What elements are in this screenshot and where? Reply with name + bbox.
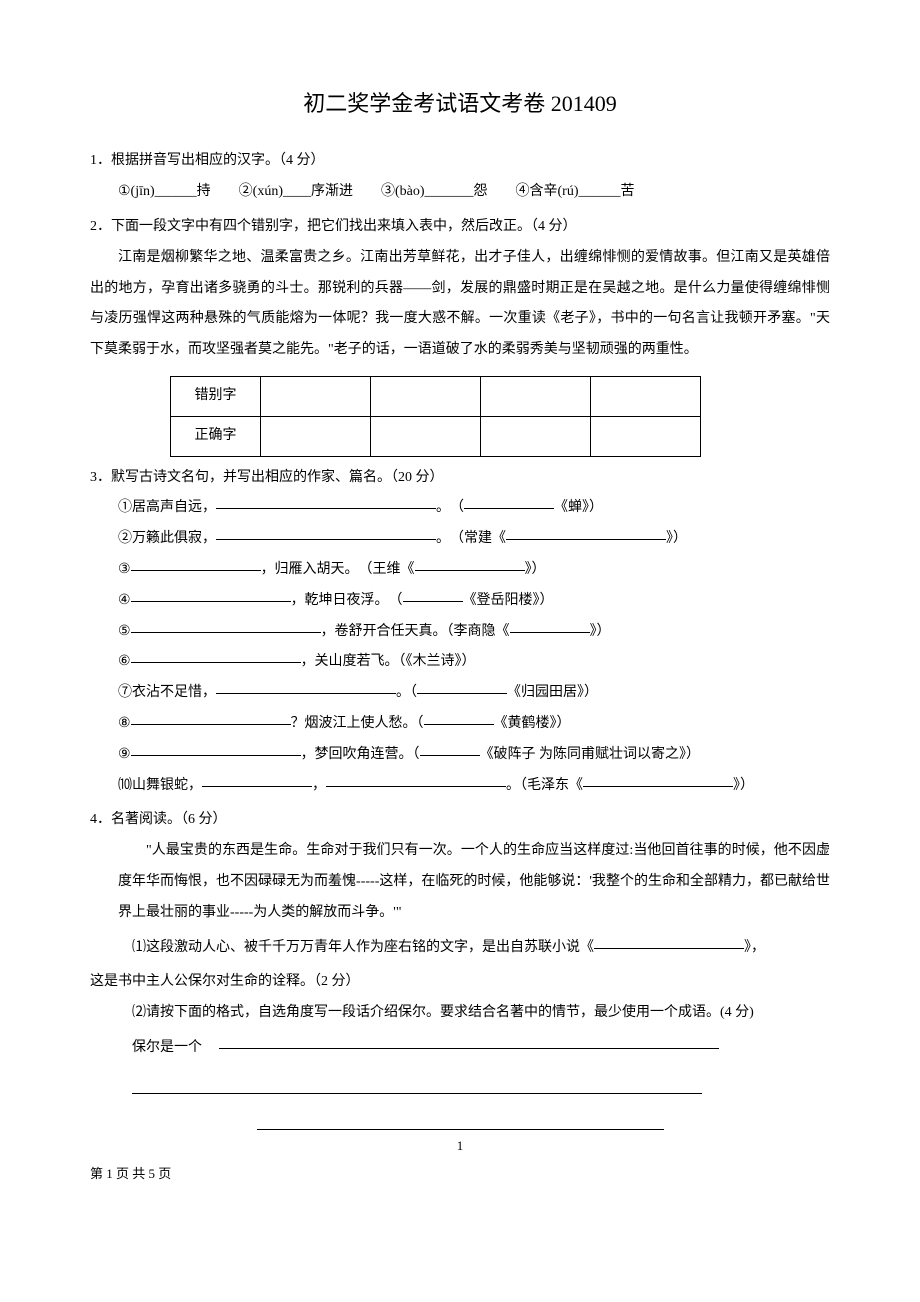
text: 《蝉》） bbox=[554, 500, 603, 515]
blank bbox=[594, 933, 744, 948]
text: 《破阵子 为陈同甫赋壮词以寄之》） bbox=[480, 747, 701, 762]
q3-item-10: ⑽山舞银蛇， ， 。（毛泽东《 》） bbox=[90, 771, 830, 802]
text: 》） bbox=[525, 562, 546, 577]
text: 。（ bbox=[396, 685, 417, 700]
q3-item-1: ①居高声自远， 。 （ 《蝉》） bbox=[90, 493, 830, 524]
text: 。 （常建《 bbox=[436, 531, 506, 546]
text: 》） bbox=[590, 624, 611, 639]
text: ⑧ bbox=[118, 716, 131, 731]
q3-item-3: ③ ，归雁入胡天。 （王维《 》） bbox=[90, 555, 830, 586]
text: ③ bbox=[118, 562, 131, 577]
blank bbox=[202, 771, 312, 786]
text: 。（毛泽东《 bbox=[506, 778, 583, 793]
q3-item-4: ④ ，乾坤日夜浮。 （ 《登岳阳楼》） bbox=[90, 586, 830, 617]
table-cell bbox=[591, 416, 701, 456]
text: 保尔是一个 bbox=[132, 1040, 202, 1055]
q2-paragraph: 江南是烟柳繁华之地、温柔富贵之乡。江南出芳草鲜花，出才子佳人，出缠绵悱恻的爱情故… bbox=[90, 243, 830, 370]
blank bbox=[403, 586, 463, 601]
text: ⑥ bbox=[118, 654, 131, 669]
text: 《归园田居》） bbox=[507, 685, 598, 700]
blank bbox=[424, 710, 494, 725]
table-cell bbox=[371, 376, 481, 416]
q3-item-6: ⑥ ，关山度若飞。（《木兰诗》） bbox=[90, 647, 830, 678]
row-label-wrong: 错别字 bbox=[171, 376, 261, 416]
blank bbox=[216, 525, 436, 540]
text: ，乾坤日夜浮。 （ bbox=[291, 593, 403, 608]
text: ，关山度若飞。（《木兰诗》） bbox=[301, 654, 476, 669]
question-3: 3．默写古诗文名句，并写出相应的作家、篇名。（20 分） ①居高声自远， 。 （ 《… bbox=[90, 463, 830, 802]
q3-item-2: ②万籁此俱寂， 。 （常建《 》） bbox=[90, 524, 830, 555]
blank bbox=[464, 494, 554, 509]
text: 这是书中主人公保尔对生命的诠释。（2 分） bbox=[90, 967, 830, 998]
errata-table: 错别字 正确字 bbox=[170, 376, 701, 457]
text: ⑤ bbox=[118, 624, 131, 639]
q3-item-9: ⑨ ，梦回吹角连营。（ 《破阵子 为陈同甫赋壮词以寄之》） bbox=[90, 740, 830, 771]
row-label-correct: 正确字 bbox=[171, 416, 261, 456]
q4-sub2-prompt: 保尔是一个 bbox=[90, 1033, 830, 1064]
table-cell bbox=[261, 376, 371, 416]
text: ⑽山舞银蛇， bbox=[118, 778, 202, 793]
q4-stem: 4．名著阅读。（6 分） bbox=[90, 805, 830, 836]
q4-blank-line bbox=[90, 1078, 830, 1109]
table-cell bbox=[481, 416, 591, 456]
text: ⑴这段激动人心、被千千万万青年人作为座右铭的文字，是出自苏联小说《 bbox=[132, 940, 594, 955]
table-cell bbox=[481, 376, 591, 416]
text: ⑦衣沾不足惜， bbox=[118, 685, 216, 700]
text: 》， bbox=[744, 940, 765, 955]
q3-item-5: ⑤ ，卷舒开合任天真。（李商隐《 》） bbox=[90, 617, 830, 648]
text: ④ bbox=[118, 593, 131, 608]
blank bbox=[216, 679, 396, 694]
blank bbox=[326, 771, 506, 786]
q3-stem: 3．默写古诗文名句，并写出相应的作家、篇名。（20 分） bbox=[90, 463, 830, 494]
text: ②万籁此俱寂， bbox=[118, 531, 216, 546]
blank bbox=[216, 494, 436, 509]
q4-sub1: ⑴这段激动人心、被千千万万青年人作为座右铭的文字，是出自苏联小说《 》， 这是书中… bbox=[90, 933, 830, 999]
table-cell bbox=[591, 376, 701, 416]
blank bbox=[132, 1078, 702, 1093]
blank bbox=[417, 679, 507, 694]
question-2: 2．下面一段文字中有四个错别字，把它们找出来填入表中，然后改正。（4 分） 江南… bbox=[90, 212, 830, 457]
blank bbox=[131, 648, 301, 663]
blank bbox=[131, 740, 301, 755]
table-row: 正确字 bbox=[171, 416, 701, 456]
table-row: 错别字 bbox=[171, 376, 701, 416]
q1-stem: 1．根据拼音写出相应的汉字。（4 分） bbox=[90, 146, 830, 177]
text: ，归雁入胡天。 （王维《 bbox=[261, 562, 415, 577]
text: 》） bbox=[733, 778, 754, 793]
question-1: 1．根据拼音写出相应的汉字。（4 分） ①(jīn)______持 ②(xún)… bbox=[90, 146, 830, 208]
blank bbox=[415, 556, 525, 571]
q3-item-8: ⑧ ？烟波江上使人愁。（ 《黄鹤楼》） bbox=[90, 709, 830, 740]
blank bbox=[131, 586, 291, 601]
page-footer: 第 1 页 共 5 页 bbox=[90, 1160, 830, 1189]
q1-items: ①(jīn)______持 ②(xún)____序渐进 ③(bào)______… bbox=[90, 177, 830, 208]
blank bbox=[131, 556, 261, 571]
blank bbox=[219, 1034, 719, 1049]
text: ，卷舒开合任天真。（李商隐《 bbox=[321, 624, 510, 639]
text: ，梦回吹角连营。（ bbox=[301, 747, 420, 762]
text: ？烟波江上使人愁。（ bbox=[291, 716, 424, 731]
q4-sub2: ⑵请按下面的格式，自选角度写一段话介绍保尔。要求结合名著中的情节，最少使用一个成… bbox=[90, 998, 830, 1033]
blank bbox=[131, 710, 291, 725]
text: ①居高声自远， bbox=[118, 500, 216, 515]
text: 《黄鹤楼》） bbox=[494, 716, 571, 731]
page-number-center: 1 bbox=[90, 1132, 830, 1161]
text: ⑨ bbox=[118, 747, 131, 762]
q3-item-7: ⑦衣沾不足惜， 。（ 《归园田居》） bbox=[90, 678, 830, 709]
footer-divider bbox=[257, 1129, 664, 1130]
q4-paragraph: "人最宝贵的东西是生命。生命对于我们只有一次。一个人的生命应当这样度过:当他回首… bbox=[90, 836, 830, 932]
text: 《登岳阳楼》） bbox=[463, 593, 554, 608]
text: ， bbox=[312, 778, 326, 793]
table-cell bbox=[261, 416, 371, 456]
q2-stem: 2．下面一段文字中有四个错别字，把它们找出来填入表中，然后改正。（4 分） bbox=[90, 212, 830, 243]
blank bbox=[131, 617, 321, 632]
exam-title: 初二奖学金考试语文考卷 201409 bbox=[90, 80, 830, 128]
question-4: 4．名著阅读。（6 分） "人最宝贵的东西是生命。生命对于我们只有一次。一个人的… bbox=[90, 805, 830, 1108]
blank bbox=[506, 525, 666, 540]
text: 》） bbox=[666, 531, 687, 546]
blank bbox=[420, 740, 480, 755]
blank bbox=[583, 771, 733, 786]
blank bbox=[510, 617, 590, 632]
table-cell bbox=[371, 416, 481, 456]
text: 。 （ bbox=[436, 500, 464, 515]
